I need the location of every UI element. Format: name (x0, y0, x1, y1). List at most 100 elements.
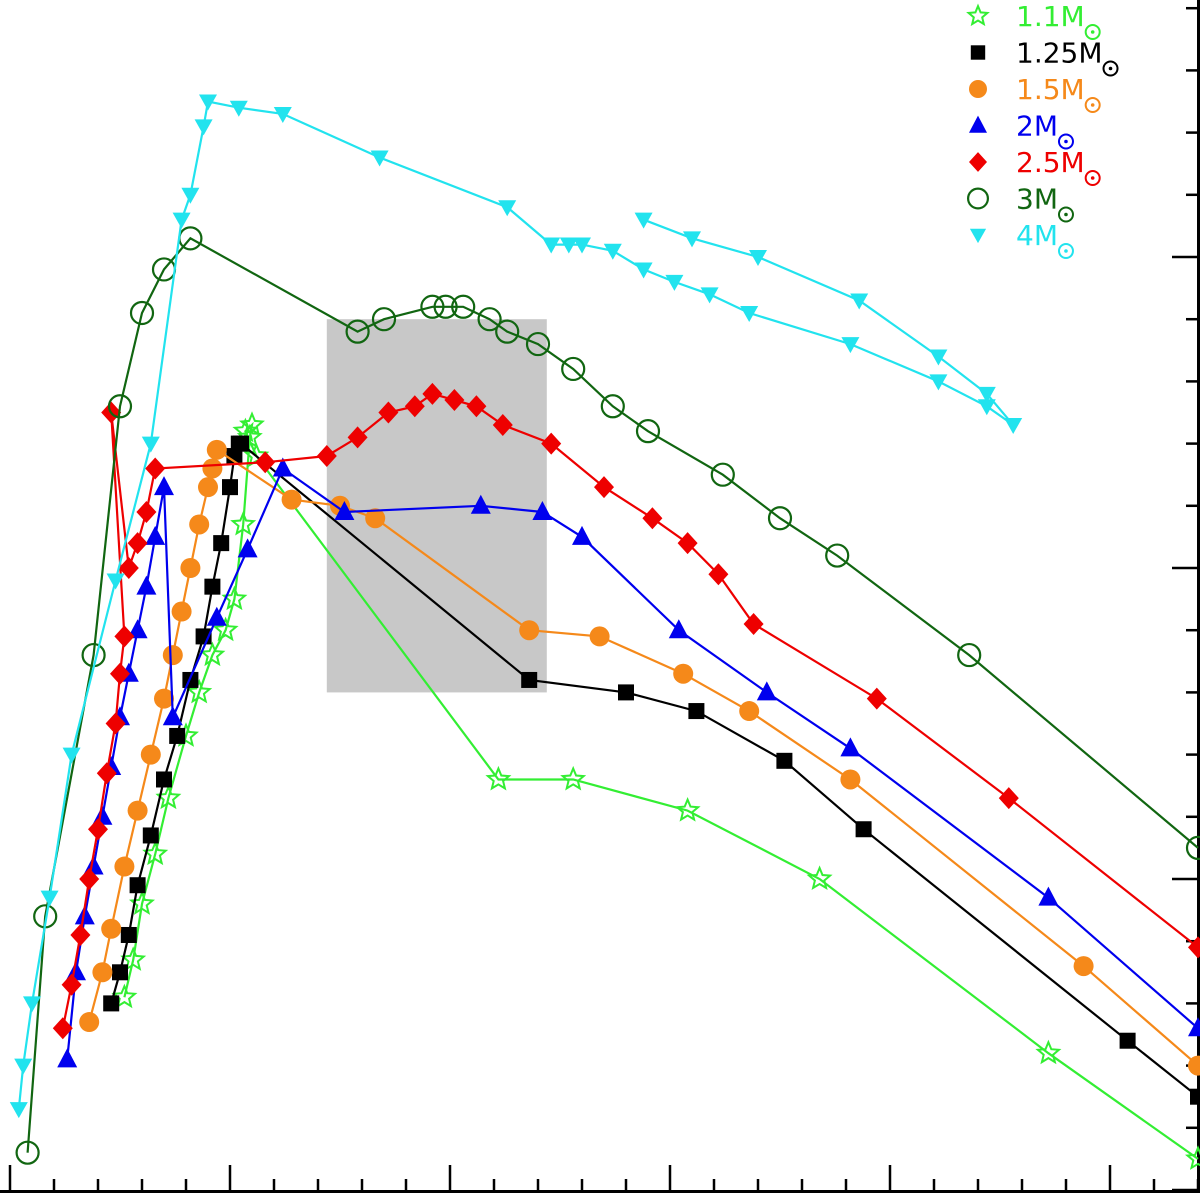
data-point (194, 119, 213, 136)
data-point (281, 489, 302, 510)
data-point (683, 231, 701, 248)
data-point (70, 923, 91, 946)
data-point (9, 1102, 28, 1119)
data-point (825, 543, 850, 568)
data-point (204, 578, 221, 595)
data-point (1185, 835, 1200, 860)
data-point (186, 678, 213, 704)
data-point (740, 305, 759, 322)
series-2m (57, 457, 1200, 1068)
data-point (237, 538, 258, 558)
solar-symbol-dot (1108, 66, 1113, 71)
data-point (635, 419, 661, 444)
data-point (145, 457, 166, 480)
data-point (198, 477, 218, 498)
data-point (57, 1048, 78, 1068)
data-point (519, 620, 540, 641)
data-point (404, 395, 425, 418)
data-point (485, 765, 512, 791)
data-point (743, 612, 764, 635)
data-point (255, 451, 276, 474)
data-point (767, 506, 793, 531)
data-point (673, 663, 694, 684)
data-point (110, 662, 130, 685)
data-point (52, 1017, 73, 1040)
data-point (998, 787, 1019, 810)
data-point (573, 237, 591, 254)
data-point (668, 619, 689, 639)
data-point (222, 479, 238, 496)
data-point (642, 507, 663, 530)
data-point (739, 701, 760, 722)
data-point (345, 319, 370, 344)
series-1_1m (111, 411, 1200, 1170)
data-point (136, 575, 157, 595)
legend-marker (969, 228, 987, 244)
data-point (101, 918, 122, 939)
data-point (677, 532, 698, 555)
data-point (120, 946, 147, 971)
data-point (674, 796, 701, 822)
data-point (451, 294, 476, 319)
data-point (14, 1058, 33, 1075)
legend-item: 1.1M (966, 0, 1101, 40)
solar-symbol-ring (1102, 60, 1119, 77)
data-point (141, 436, 160, 453)
data-point (206, 606, 227, 626)
data-point (618, 684, 634, 701)
data-point (776, 752, 793, 769)
data-point (206, 439, 227, 460)
data-point (420, 294, 445, 319)
data-point (603, 243, 622, 260)
data-point (169, 727, 186, 744)
data-point (107, 394, 133, 419)
data-point (866, 687, 887, 710)
data-point (929, 374, 948, 391)
data-point (806, 865, 833, 890)
solar-symbol-dot (1064, 249, 1068, 253)
data-point (929, 349, 948, 366)
data-point (542, 237, 561, 254)
solar-symbol-ring (1084, 97, 1101, 113)
data-point (127, 532, 148, 555)
data-point (855, 821, 872, 838)
data-point (561, 356, 586, 382)
data-point (154, 476, 174, 496)
solar-symbol-ring (1084, 170, 1101, 186)
series-line (66, 466, 1199, 1060)
data-point (1188, 1017, 1200, 1037)
series-line (123, 421, 1199, 1160)
data-point (492, 413, 513, 436)
data-point (710, 462, 735, 487)
data-point (1190, 1088, 1200, 1105)
legend-label: 1.25M (1016, 37, 1103, 70)
data-point (541, 432, 562, 455)
data-point (62, 747, 81, 764)
legend-label: 3M (1016, 183, 1058, 216)
data-point (525, 331, 551, 357)
data-point (189, 514, 210, 535)
data-point (840, 737, 861, 757)
data-point (229, 100, 248, 117)
data-point (665, 274, 684, 291)
series-line (110, 442, 1199, 1098)
legend-item: 3M (966, 183, 1074, 223)
data-point (127, 800, 148, 821)
legend-item: 1.25M (970, 37, 1119, 77)
solar-symbol-dot (1090, 30, 1095, 34)
legend-label: 4M (1016, 219, 1058, 252)
legend-marker (966, 187, 989, 210)
data-point (444, 389, 465, 412)
data-point (370, 150, 389, 167)
data-point (560, 765, 587, 791)
series-1_5m (79, 439, 1200, 1076)
data-point (74, 905, 95, 925)
data-point (594, 476, 614, 499)
data-point (127, 619, 148, 639)
data-point (156, 771, 172, 788)
solar-symbol-ring (1057, 206, 1074, 223)
data-point (572, 525, 592, 545)
data-point (114, 625, 135, 648)
